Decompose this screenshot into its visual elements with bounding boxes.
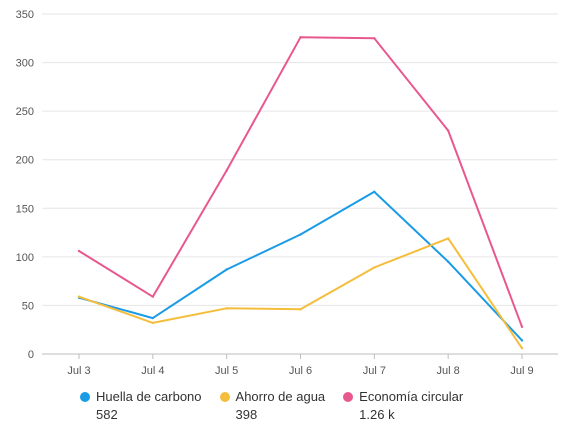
data-point[interactable] [520, 346, 524, 350]
y-tick-label: 50 [22, 300, 34, 312]
data-point[interactable] [299, 36, 302, 39]
y-tick-label: 100 [16, 252, 34, 264]
legend: Huella de carbono 582 Ahorro de agua 398… [80, 388, 481, 424]
x-tick-label: Jul 8 [437, 365, 460, 377]
y-tick-label: 150 [16, 203, 34, 215]
data-point[interactable] [77, 295, 81, 298]
data-point[interactable] [151, 295, 155, 298]
grid-lines [42, 13, 558, 306]
legend-label: Ahorro de agua [235, 389, 326, 404]
data-point[interactable] [225, 307, 228, 310]
y-tick-label: 300 [16, 58, 34, 70]
data-point[interactable] [520, 325, 524, 328]
x-tick-label: Jul 5 [215, 365, 238, 377]
data-point[interactable] [373, 266, 376, 269]
data-point[interactable] [299, 233, 302, 236]
y-tick-label: 200 [16, 155, 34, 167]
x-tick-label: Jul 4 [141, 365, 164, 377]
data-point[interactable] [299, 308, 302, 311]
data-point[interactable] [225, 268, 228, 271]
series-lines [77, 36, 524, 350]
legend-total: 1.26 k [359, 407, 395, 422]
x-tick-label: Jul 9 [510, 365, 533, 377]
data-point[interactable] [373, 37, 376, 40]
data-point[interactable] [520, 339, 524, 342]
y-tick-label: 350 [16, 9, 34, 21]
legend-item-ahorro-de-agua[interactable]: Ahorro de agua 398 [219, 388, 326, 424]
data-point[interactable] [446, 129, 450, 132]
data-point[interactable] [151, 321, 155, 325]
x-tick-label: Jul 7 [363, 365, 386, 377]
x-tick-label: Jul 6 [289, 365, 312, 377]
y-tick-label: 0 [28, 349, 34, 361]
data-point[interactable] [151, 316, 155, 320]
series-line-2[interactable] [78, 36, 523, 328]
data-point[interactable] [446, 260, 450, 263]
legend-item-huella-de-carbono[interactable]: Huella de carbono 582 [80, 388, 202, 424]
series-line-0[interactable] [78, 190, 523, 342]
legend-marker-icon [219, 392, 230, 402]
legend-item-economia-circular[interactable]: Economía circular 1.26 k [343, 388, 463, 424]
legend-marker-icon [343, 392, 354, 402]
legend-total: 582 [96, 407, 118, 422]
legend-label: Huella de carbono [96, 389, 202, 404]
data-point[interactable] [373, 190, 376, 193]
legend-total: 398 [235, 407, 258, 422]
data-point[interactable] [225, 169, 228, 172]
x-tick-label: Jul 3 [67, 365, 90, 377]
data-point[interactable] [77, 249, 81, 253]
y-tick-label: 250 [16, 106, 34, 118]
legend-label: Economía circular [359, 389, 464, 404]
axes: 0 50 100 150 200 250 300 350 Jul 3 Jul 4 Jul 5 Jul … [16, 9, 558, 377]
data-point[interactable] [446, 237, 450, 240]
legend-marker-icon [80, 392, 90, 402]
